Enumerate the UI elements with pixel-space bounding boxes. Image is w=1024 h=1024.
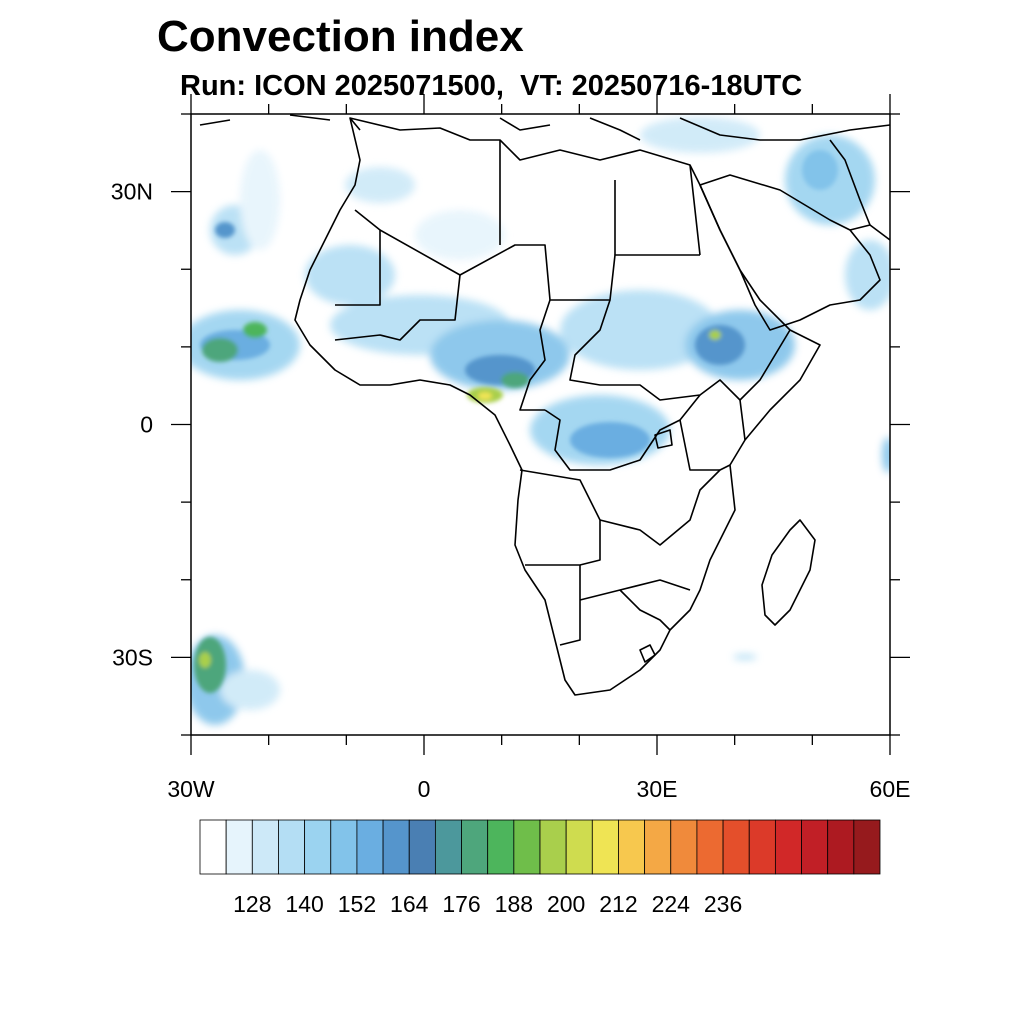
colorbar-swatch	[225, 819, 253, 875]
colorbar-swatch	[382, 819, 410, 875]
colorbar-swatch	[644, 819, 672, 875]
colorbar-swatch	[513, 819, 541, 875]
colorbar-swatch	[330, 819, 358, 875]
colorbar-label: 200	[547, 891, 585, 917]
convection-field	[191, 117, 890, 725]
colorbar-swatch	[278, 819, 306, 875]
colorbar-swatch	[591, 819, 619, 875]
coastlines-and-borders	[199, 114, 890, 696]
colorbar-swatch	[774, 819, 802, 875]
colorbar-labels: 128 140 152 164 176 188 200 212 224 236	[233, 891, 742, 917]
lon-tick-label: 30W	[167, 776, 215, 802]
colorbar-swatch	[251, 819, 279, 875]
colorbar-swatch	[487, 819, 515, 875]
lon-tick-label: 60E	[870, 776, 911, 802]
lat-tick-label: 30S	[112, 644, 153, 670]
colorbar-swatch	[853, 819, 881, 875]
colorbar-label: 236	[704, 891, 742, 917]
colorbar-swatch	[722, 819, 750, 875]
colorbar-label: 224	[652, 891, 691, 917]
colorbar-swatch	[696, 819, 724, 875]
colorbar-label: 164	[390, 891, 429, 917]
colorbar-swatch	[827, 819, 855, 875]
colorbar-label: 176	[442, 891, 480, 917]
colorbar-label: 212	[599, 891, 637, 917]
colorbar-swatch	[199, 819, 227, 875]
axis-tick-labels: 30N 0 30S 30W 0 30E 60E	[111, 179, 911, 802]
lon-tick-label: 0	[418, 776, 431, 802]
colorbar-label: 140	[285, 891, 323, 917]
colorbar-swatch	[434, 819, 462, 875]
colorbar-swatch	[618, 819, 646, 875]
colorbar-swatch	[461, 819, 489, 875]
colorbar-label: 188	[495, 891, 533, 917]
colorbar-swatch	[565, 819, 593, 875]
lat-tick-label: 30N	[111, 179, 153, 205]
chart-subtitle: Run: ICON 2025071500, VT: 20250716-18UTC	[180, 70, 803, 102]
colorbar-swatch	[670, 819, 698, 875]
colorbar-swatch	[356, 819, 384, 875]
colorbar-label: 152	[338, 891, 376, 917]
chart-title: Convection index	[157, 12, 524, 61]
lat-tick-label: 0	[140, 412, 153, 438]
plot-area: 30N 0 30S 30W 0 30E 60E	[111, 94, 911, 802]
colorbar	[199, 819, 881, 875]
colorbar-swatch	[801, 819, 829, 875]
colorbar-swatch	[539, 819, 567, 875]
colorbar-swatch	[748, 819, 776, 875]
colorbar-swatch	[304, 819, 332, 875]
colorbar-swatch	[408, 819, 436, 875]
lon-tick-label: 30E	[637, 776, 678, 802]
axis-ticks	[171, 94, 910, 755]
colorbar-label: 128	[233, 891, 271, 917]
